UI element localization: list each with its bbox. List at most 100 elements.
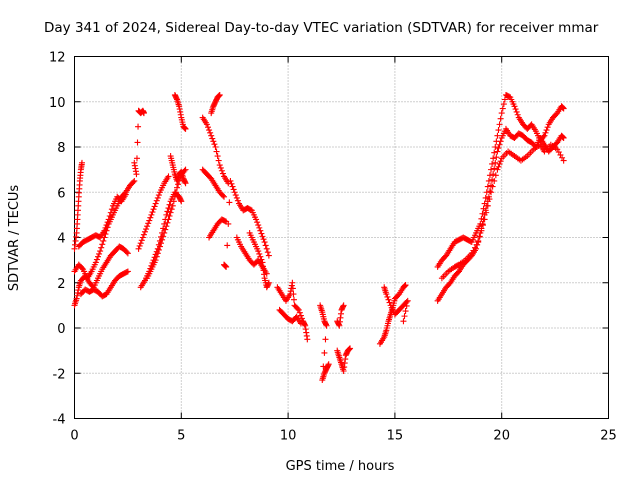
- data-point: [498, 110, 505, 117]
- data-point: [491, 149, 498, 156]
- data-point: [209, 135, 216, 142]
- data-point: [152, 200, 159, 207]
- series-sat-j: [167, 153, 189, 187]
- data-point: [260, 236, 267, 243]
- data-point: [145, 220, 152, 227]
- data-point: [261, 239, 268, 246]
- x-tick-label: 10: [280, 429, 297, 444]
- series-sat-b: [71, 159, 85, 252]
- data-point: [257, 227, 264, 234]
- data-point: [166, 201, 173, 208]
- data-point: [489, 183, 496, 190]
- data-point: [475, 239, 482, 246]
- series-sat-c: [71, 177, 138, 282]
- data-point: [386, 299, 393, 306]
- data-point: [149, 209, 156, 216]
- series-sat-g: [135, 173, 172, 252]
- data-point: [211, 141, 218, 148]
- data-point: [182, 180, 189, 187]
- series-sat-l: [199, 114, 232, 187]
- data-point: [78, 265, 85, 272]
- data-point: [263, 245, 270, 252]
- x-tick-label: 5: [177, 429, 185, 444]
- data-point: [136, 242, 143, 249]
- data-point: [404, 297, 411, 304]
- data-point: [495, 163, 502, 170]
- data-point: [165, 205, 172, 212]
- data-point: [216, 162, 223, 169]
- series-sat-aa: [434, 125, 567, 304]
- data-point: [164, 219, 171, 226]
- series-sat-s: [274, 279, 311, 343]
- data-point: [263, 270, 270, 277]
- data-point: [167, 209, 174, 216]
- data-point: [222, 218, 229, 225]
- data-point: [544, 124, 551, 131]
- data-point: [259, 233, 266, 240]
- data-point: [219, 192, 226, 199]
- data-point: [514, 111, 521, 118]
- series-sat-x: [376, 282, 409, 347]
- data-point: [491, 177, 498, 184]
- data-point: [501, 96, 508, 103]
- data-point: [107, 209, 114, 216]
- data-point: [135, 123, 142, 130]
- data-point: [169, 202, 176, 209]
- data-point: [480, 222, 487, 229]
- data-point: [254, 219, 261, 226]
- data-point: [488, 166, 495, 173]
- data-point: [321, 349, 328, 356]
- data-point: [106, 213, 113, 220]
- data-point: [490, 171, 497, 178]
- data-point: [174, 184, 181, 191]
- data-point: [403, 302, 410, 309]
- data-point: [154, 250, 161, 257]
- data-point: [488, 189, 495, 196]
- data-point: [215, 157, 222, 164]
- data-point: [229, 183, 236, 190]
- data-point: [495, 145, 502, 152]
- data-point: [219, 170, 226, 177]
- data-point: [226, 199, 233, 206]
- data-point: [256, 250, 263, 257]
- data-point: [133, 155, 140, 162]
- data-point: [96, 250, 103, 257]
- data-point: [511, 103, 518, 110]
- data-point: [144, 223, 151, 230]
- data-point: [497, 115, 504, 122]
- data-point: [258, 230, 265, 237]
- data-point: [497, 158, 504, 165]
- data-point: [101, 227, 108, 234]
- data-point: [496, 121, 503, 128]
- series-sat-bb: [438, 141, 567, 282]
- data-point: [182, 166, 189, 173]
- data-point: [400, 318, 407, 325]
- data-point: [124, 268, 131, 275]
- data-point: [210, 138, 217, 145]
- data-point: [494, 166, 501, 173]
- data-point: [253, 216, 260, 223]
- data-point: [140, 110, 147, 117]
- data-point: [170, 198, 177, 205]
- data-point: [230, 186, 237, 193]
- data-point: [93, 256, 100, 263]
- data-point: [223, 263, 230, 270]
- data-point: [154, 194, 161, 201]
- data-point: [490, 155, 497, 162]
- data-point: [500, 101, 507, 108]
- data-point: [295, 306, 302, 313]
- data-point: [150, 206, 157, 213]
- data-point: [159, 236, 166, 243]
- data-point: [494, 148, 501, 155]
- data-point: [227, 177, 234, 184]
- data-point: [139, 234, 146, 241]
- data-point: [495, 127, 502, 134]
- data-point: [105, 216, 112, 223]
- data-point: [265, 279, 272, 286]
- data-point: [402, 282, 409, 289]
- series-sat-u: [317, 302, 332, 384]
- data-point: [481, 216, 488, 223]
- data-point: [206, 127, 213, 134]
- data-point: [171, 193, 178, 200]
- series-sat-p: [221, 177, 272, 270]
